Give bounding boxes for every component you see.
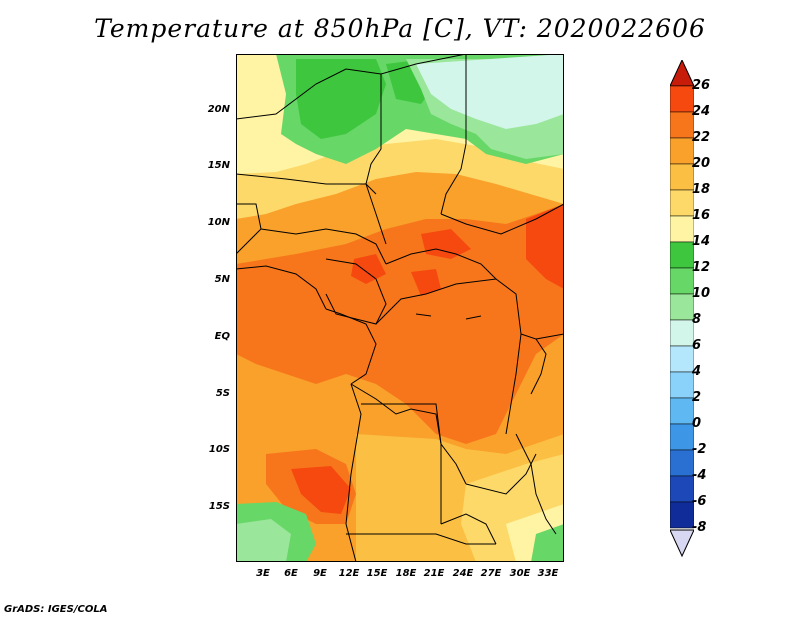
lat-label-15n: 15N	[207, 160, 230, 171]
colorbar-segment	[670, 397, 694, 425]
field-north-cyan	[416, 54, 564, 129]
lon-label-24e: 24E	[452, 568, 474, 579]
colorbar-label-26: 26	[692, 78, 711, 93]
colorbar-segment	[670, 111, 694, 139]
colorbar-segment	[670, 85, 694, 113]
colorbar-label-0: 0	[692, 416, 702, 431]
lat-label-eq: EQ	[214, 331, 230, 342]
colorbar-label-16: 16	[692, 208, 711, 223]
colorbar-segment	[670, 137, 694, 165]
lon-label-3e: 3E	[256, 568, 270, 579]
lat-label-15s: 15S	[208, 501, 230, 512]
field-hotspot-southwest	[291, 466, 351, 514]
colorbar-segments	[670, 85, 694, 529]
field-hotspot-c2	[351, 254, 386, 284]
country-borders	[236, 54, 564, 562]
colorbar-label-4: 4	[692, 364, 702, 379]
field-hotspot-east	[526, 204, 564, 289]
colorbar-bottom-arrow	[670, 529, 694, 558]
field-hotspot-central	[421, 229, 471, 259]
lon-label-9e: 9E	[313, 568, 327, 579]
lat-label-5n: 5N	[214, 274, 230, 285]
colorbar-label-6: 6	[692, 338, 702, 353]
colorbar-label-10: 10	[692, 286, 711, 301]
colorbar-label-22: 22	[692, 130, 711, 145]
lat-label-5s: 5S	[215, 388, 230, 399]
colorbar-segment	[670, 163, 694, 191]
colorbar-label-12: 12	[692, 260, 711, 275]
colorbar-label-14: 14	[692, 234, 711, 249]
temperature-map	[236, 54, 564, 562]
lon-label-18e: 18E	[395, 568, 417, 579]
colorbar-segment	[670, 475, 694, 503]
field-hotspot-c3	[411, 269, 441, 296]
chart-title: Temperature at 850hPa [C], VT: 202002260…	[94, 14, 706, 43]
colorbar-segment	[670, 241, 694, 269]
field-central-warm	[236, 204, 564, 444]
field-southwest-green-light	[236, 519, 291, 562]
colorbar-segment	[670, 423, 694, 451]
colorbar-label-neg8: -8	[692, 520, 707, 535]
colorbar-label-2: 2	[692, 390, 702, 405]
colorbar-label-neg6: -6	[692, 494, 707, 509]
lat-label-10n: 10N	[207, 217, 230, 228]
colorbar	[670, 60, 694, 558]
colorbar-segment	[670, 371, 694, 399]
lon-label-33e: 33E	[537, 568, 559, 579]
lat-label-10s: 10S	[208, 444, 230, 455]
colorbar-segment	[670, 319, 694, 347]
footer-credit: GrADS: IGES/COLA	[4, 604, 108, 615]
lat-label-20n: 20N	[207, 104, 230, 115]
lon-label-6e: 6E	[284, 568, 298, 579]
field-north-green-dark	[296, 59, 386, 139]
colorbar-label-neg4: -4	[692, 468, 707, 483]
lon-label-30e: 30E	[509, 568, 531, 579]
colorbar-label-8: 8	[692, 312, 702, 327]
colorbar-segment	[670, 293, 694, 321]
lon-label-12e: 12E	[338, 568, 360, 579]
colorbar-segment	[670, 501, 694, 529]
lon-label-15e: 15E	[366, 568, 388, 579]
lon-label-27e: 27E	[480, 568, 502, 579]
colorbar-top-arrow	[670, 60, 694, 87]
colorbar-label-18: 18	[692, 182, 711, 197]
colorbar-segment	[670, 345, 694, 373]
colorbar-segment	[670, 267, 694, 295]
lon-label-21e: 21E	[423, 568, 445, 579]
colorbar-segment	[670, 215, 694, 243]
colorbar-label-20: 20	[692, 156, 711, 171]
temperature-field	[236, 54, 564, 562]
colorbar-label-24: 24	[692, 104, 711, 119]
colorbar-label-neg2: -2	[692, 442, 707, 457]
colorbar-segment	[670, 189, 694, 217]
colorbar-segment	[670, 449, 694, 477]
